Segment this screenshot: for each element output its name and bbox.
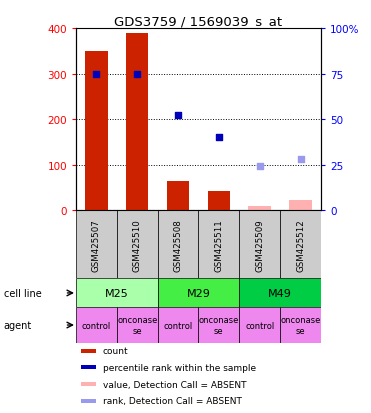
Bar [117, 211, 158, 279]
Text: GSM425510: GSM425510 [133, 218, 142, 271]
Bar [239, 211, 280, 279]
Bar [158, 211, 198, 279]
Text: onconase
se: onconase se [117, 316, 157, 335]
Point [298, 157, 303, 163]
Text: GSM425507: GSM425507 [92, 218, 101, 271]
Bar [76, 308, 117, 343]
Bar [280, 211, 321, 279]
Bar [81, 366, 96, 370]
Text: control: control [164, 321, 193, 330]
Text: onconase
se: onconase se [199, 316, 239, 335]
Text: control: control [245, 321, 274, 330]
Bar [81, 399, 96, 403]
Bar [249, 207, 271, 211]
Text: GSM425512: GSM425512 [296, 218, 305, 271]
Point [93, 71, 99, 78]
Bar [81, 382, 96, 386]
Text: M29: M29 [187, 288, 210, 298]
Text: GSM425511: GSM425511 [214, 218, 223, 271]
Bar [198, 308, 239, 343]
Text: cell line: cell line [4, 288, 42, 298]
Text: GSM425508: GSM425508 [174, 218, 183, 271]
Bar [239, 308, 280, 343]
Bar [158, 308, 198, 343]
Bar [85, 52, 108, 211]
Text: value, Detection Call = ABSENT: value, Detection Call = ABSENT [103, 380, 246, 389]
Bar [208, 192, 230, 211]
Text: M25: M25 [105, 288, 129, 298]
Bar [76, 211, 117, 279]
Bar [289, 201, 312, 211]
Text: onconase
se: onconase se [280, 316, 321, 335]
Bar [117, 308, 158, 343]
Text: M49: M49 [268, 288, 292, 298]
Bar [198, 211, 239, 279]
Text: GSM425509: GSM425509 [255, 218, 264, 271]
Bar [126, 34, 148, 211]
Bar [81, 349, 96, 353]
Text: count: count [103, 347, 129, 356]
Point [134, 71, 140, 78]
Point [175, 113, 181, 119]
Point [257, 164, 263, 170]
Text: percentile rank within the sample: percentile rank within the sample [103, 363, 256, 372]
Bar [158, 279, 239, 308]
Text: control: control [82, 321, 111, 330]
Title: GDS3759 / 1569039_s_at: GDS3759 / 1569039_s_at [114, 15, 283, 28]
Bar [76, 279, 158, 308]
Text: agent: agent [4, 320, 32, 330]
Bar [280, 308, 321, 343]
Text: rank, Detection Call = ABSENT: rank, Detection Call = ABSENT [103, 396, 242, 405]
Point [216, 135, 222, 141]
Bar [239, 279, 321, 308]
Bar [167, 181, 189, 211]
